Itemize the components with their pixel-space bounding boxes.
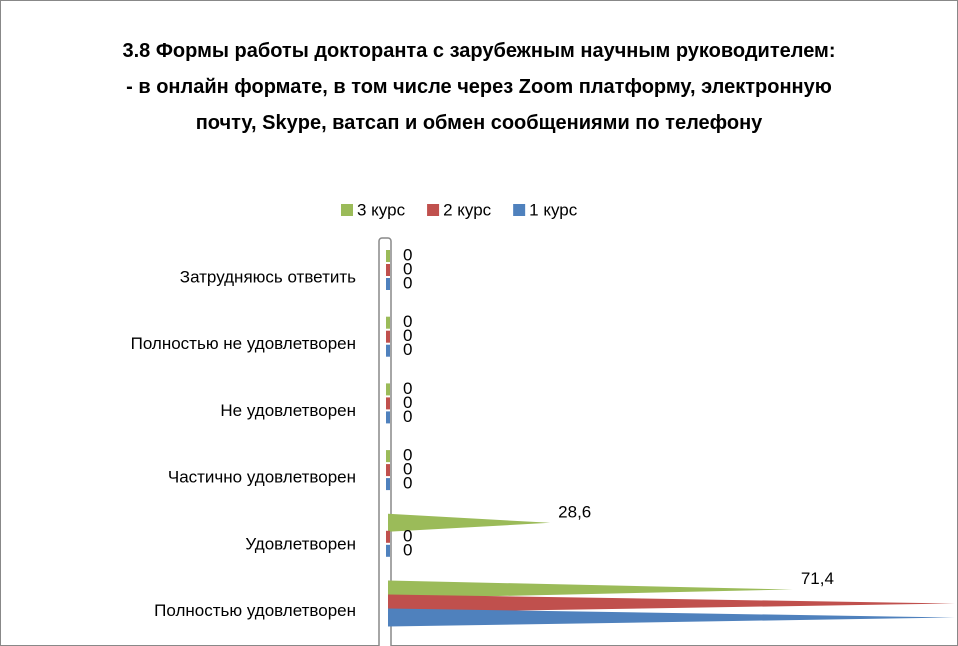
value-label: 0: [403, 379, 412, 398]
bar: [386, 450, 390, 463]
category-label: Не удовлетворен: [220, 401, 356, 420]
value-label: 0: [403, 407, 412, 426]
legend-label: 1 курс: [529, 200, 578, 219]
category-label: Частично удовлетворен: [168, 468, 356, 487]
bar: [386, 544, 390, 557]
value-label: 71,4: [801, 569, 834, 588]
bar: [386, 264, 390, 276]
legend-swatch: [427, 204, 440, 216]
category-label: Полностью удовлетворен: [154, 601, 356, 620]
bar: [386, 464, 390, 477]
value-label: 0: [403, 340, 412, 359]
value-label: 0: [403, 312, 412, 331]
value-label: 0: [403, 526, 412, 545]
legend-swatch: [341, 204, 353, 216]
bar: [386, 344, 390, 357]
value-label: 0: [403, 540, 412, 559]
bar: [388, 608, 955, 627]
legend-swatch: [513, 204, 526, 216]
value-label: 0: [403, 273, 412, 292]
bar: [386, 278, 390, 290]
value-label: 0: [403, 474, 412, 493]
bar: [386, 397, 390, 410]
value-label: 0: [403, 326, 412, 345]
bar: [386, 478, 390, 491]
category-label: Полностью не удовлетворен: [131, 334, 356, 353]
bar: [386, 250, 390, 262]
bar: [386, 530, 390, 543]
bar: [388, 594, 955, 613]
chart-title: 3.8 Формы работы докторанта с зарубежным…: [122, 40, 835, 134]
value-label: 0: [403, 460, 412, 479]
value-label: 0: [403, 245, 412, 264]
bar: [386, 411, 390, 424]
legend-label: 2 курс: [443, 200, 492, 219]
bar: [388, 580, 793, 599]
bar: [388, 513, 551, 532]
legend-label: 3 курс: [357, 200, 406, 219]
category-label: Удовлетворен: [245, 534, 356, 553]
value-label: 0: [403, 393, 412, 412]
value-label: 0: [403, 259, 412, 278]
bar: [386, 316, 390, 329]
value-label: 28,6: [558, 502, 591, 521]
bar: [386, 330, 390, 343]
category-label: Затрудняюсь ответить: [180, 267, 356, 286]
bar: [386, 383, 390, 396]
value-label: 0: [403, 446, 412, 465]
